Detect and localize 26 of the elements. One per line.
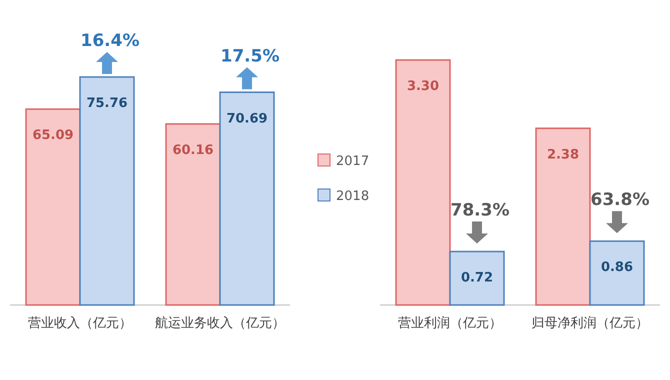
x-tick-label: 营业收入（亿元） xyxy=(28,316,132,331)
data-label: 70.69 xyxy=(226,111,268,126)
data-label: 75.76 xyxy=(86,96,128,111)
bar xyxy=(219,92,275,306)
data-label: 3.30 xyxy=(406,79,440,94)
annotation: 63.8% xyxy=(590,190,650,210)
text: 17.5% xyxy=(220,46,280,66)
data-label: 2.38 xyxy=(546,147,580,162)
bar xyxy=(79,76,135,306)
data-label: 60.16 xyxy=(172,142,214,158)
bar xyxy=(165,123,221,306)
text: 16.4% xyxy=(80,31,140,51)
bar xyxy=(395,59,451,306)
legend-label: 2018 xyxy=(336,189,370,204)
data-label: 65.09 xyxy=(32,128,74,144)
data-label: 0.86 xyxy=(600,260,634,276)
bar xyxy=(589,240,645,306)
bar xyxy=(449,250,505,306)
annotation: 78.3% xyxy=(450,200,510,221)
bar xyxy=(535,128,591,306)
x-tick-label: 航运业务收入（亿元） xyxy=(155,316,285,331)
data-label: 0.72 xyxy=(460,270,494,286)
x-tick-label: 归母净利润（亿元） xyxy=(532,316,648,331)
bar xyxy=(25,108,81,306)
legend-label: 2017 xyxy=(336,154,370,169)
x-tick-label: 营业利润（亿元） xyxy=(398,316,502,331)
